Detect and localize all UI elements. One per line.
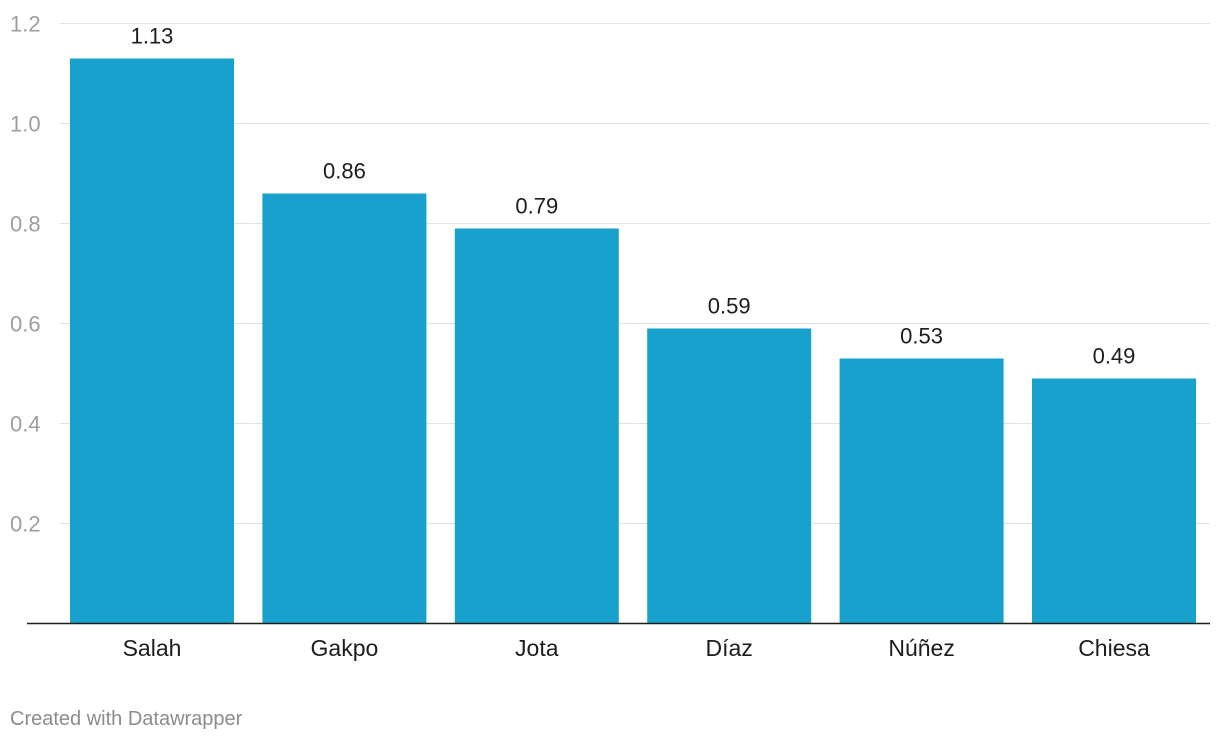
- bar-chart: 0.2 0.4 0.6 0.8 1.0 1.2 1.13 0.86 0.79 0.59 0.53 0…: [10, 12, 1210, 661]
- y-axis-ticks: 0.2 0.4 0.6 0.8 1.0 1.2: [10, 12, 41, 537]
- x-tick-label: Salah: [123, 635, 182, 661]
- data-labels: 1.13 0.86 0.79 0.59 0.53 0.49: [131, 24, 1136, 369]
- y-tick-label: 1.0: [10, 112, 41, 137]
- data-label: 1.13: [131, 24, 174, 49]
- y-tick-label: 0.6: [10, 312, 41, 337]
- y-tick-label: 0.2: [10, 512, 41, 537]
- x-tick-label: Chiesa: [1078, 635, 1150, 661]
- y-tick-label: 0.8: [10, 212, 41, 237]
- bars: [70, 58, 1196, 624]
- x-axis-ticks: Salah Gakpo Jota Díaz Núñez Chiesa: [123, 635, 1150, 661]
- data-label: 0.86: [323, 159, 366, 184]
- x-tick-label: Jota: [515, 635, 559, 661]
- data-label: 0.79: [515, 194, 558, 219]
- bar: [262, 193, 427, 624]
- bar: [70, 58, 234, 624]
- credit-text: Created with Datawrapper: [10, 708, 243, 730]
- bar: [647, 328, 812, 624]
- x-tick-label: Núñez: [888, 635, 954, 661]
- x-tick-label: Díaz: [706, 635, 753, 661]
- data-label: 0.49: [1093, 344, 1136, 369]
- y-tick-label: 0.4: [10, 412, 41, 437]
- x-tick-label: Gakpo: [311, 635, 379, 661]
- bar: [839, 358, 1004, 624]
- bar: [454, 228, 619, 624]
- data-label: 0.59: [708, 294, 751, 319]
- data-label: 0.53: [900, 324, 943, 349]
- bar: [1032, 378, 1196, 624]
- y-tick-label: 1.2: [10, 12, 41, 37]
- gridlines: [60, 23, 1210, 524]
